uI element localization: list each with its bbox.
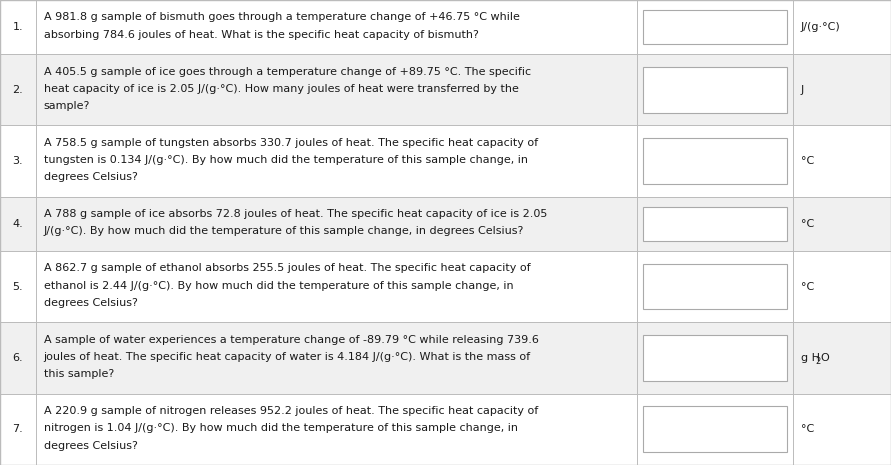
Text: A 788 g sample of ice absorbs 72.8 joules of heat. The specific heat capacity of: A 788 g sample of ice absorbs 72.8 joule…	[44, 209, 547, 219]
Text: °C: °C	[801, 425, 814, 434]
Text: g H: g H	[801, 353, 820, 363]
Text: sample?: sample?	[44, 101, 90, 111]
Text: this sample?: this sample?	[44, 369, 114, 379]
Text: 5.: 5.	[12, 282, 23, 292]
Bar	[643, 10, 787, 44]
Text: 4.: 4.	[12, 219, 23, 229]
Text: °C: °C	[801, 156, 814, 166]
Bar	[0, 322, 891, 394]
Text: tungsten is 0.134 J/(g·°C). By how much did the temperature of this sample chang: tungsten is 0.134 J/(g·°C). By how much …	[44, 155, 527, 165]
Bar	[0, 0, 891, 54]
Text: ethanol is 2.44 J/(g·°C). By how much did the temperature of this sample change,: ethanol is 2.44 J/(g·°C). By how much di…	[44, 280, 513, 291]
Bar	[0, 54, 891, 126]
Text: J/(g·°C): J/(g·°C)	[801, 22, 841, 32]
Bar	[0, 197, 891, 251]
Text: degrees Celsius?: degrees Celsius?	[44, 298, 137, 308]
Text: nitrogen is 1.04 J/(g·°C). By how much did the temperature of this sample change: nitrogen is 1.04 J/(g·°C). By how much d…	[44, 423, 518, 433]
Text: joules of heat. The specific heat capacity of water is 4.184 J/(g·°C). What is t: joules of heat. The specific heat capaci…	[44, 352, 531, 362]
Bar	[0, 126, 891, 197]
Text: 7.: 7.	[12, 425, 23, 434]
Bar	[643, 264, 787, 310]
Text: 3.: 3.	[12, 156, 23, 166]
Text: A 981.8 g sample of bismuth goes through a temperature change of +46.75 °C while: A 981.8 g sample of bismuth goes through…	[44, 13, 519, 22]
Text: A 220.9 g sample of nitrogen releases 952.2 joules of heat. The specific heat ca: A 220.9 g sample of nitrogen releases 95…	[44, 406, 538, 416]
Bar	[0, 251, 891, 322]
Bar	[643, 406, 787, 452]
Bar	[643, 335, 787, 381]
Text: absorbing 784.6 joules of heat. What is the specific heat capacity of bismuth?: absorbing 784.6 joules of heat. What is …	[44, 30, 478, 40]
Text: O: O	[821, 353, 830, 363]
Text: A 862.7 g sample of ethanol absorbs 255.5 joules of heat. The specific heat capa: A 862.7 g sample of ethanol absorbs 255.…	[44, 263, 530, 273]
Text: 1.: 1.	[12, 22, 23, 32]
Text: J/(g·°C). By how much did the temperature of this sample change, in degrees Cels: J/(g·°C). By how much did the temperatur…	[44, 226, 524, 237]
Bar	[643, 67, 787, 113]
Bar	[0, 394, 891, 465]
Text: 6.: 6.	[12, 353, 23, 363]
Text: °C: °C	[801, 282, 814, 292]
Text: 2.: 2.	[12, 85, 23, 95]
Bar	[643, 138, 787, 184]
Text: 2: 2	[815, 357, 821, 366]
Text: A 758.5 g sample of tungsten absorbs 330.7 joules of heat. The specific heat cap: A 758.5 g sample of tungsten absorbs 330…	[44, 138, 538, 148]
Bar	[643, 206, 787, 241]
Text: A 405.5 g sample of ice goes through a temperature change of +89.75 °C. The spec: A 405.5 g sample of ice goes through a t…	[44, 66, 531, 77]
Text: heat capacity of ice is 2.05 J/(g·°C). How many joules of heat were transferred : heat capacity of ice is 2.05 J/(g·°C). H…	[44, 84, 519, 94]
Text: degrees Celsius?: degrees Celsius?	[44, 440, 137, 451]
Text: degrees Celsius?: degrees Celsius?	[44, 173, 137, 182]
Text: J: J	[801, 85, 805, 95]
Text: °C: °C	[801, 219, 814, 229]
Text: A sample of water experiences a temperature change of -89.79 °C while releasing : A sample of water experiences a temperat…	[44, 335, 538, 345]
